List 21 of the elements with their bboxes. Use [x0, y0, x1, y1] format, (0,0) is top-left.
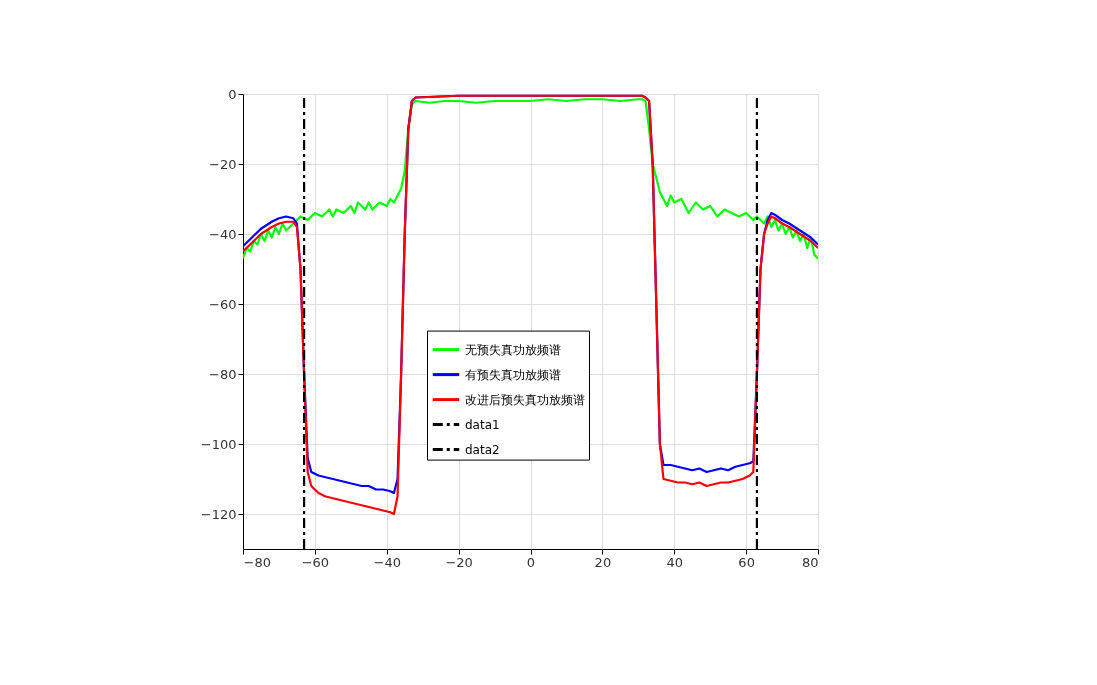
- legend-label: 改进后预失真功放频谱: [465, 392, 585, 407]
- x-tick-label: −40: [373, 554, 401, 570]
- y-tick-label: −80: [209, 366, 237, 382]
- y-tick-label: 0: [228, 86, 237, 102]
- legend-label: data2: [465, 442, 500, 457]
- y-tick-label: −120: [200, 506, 237, 522]
- x-tick-label: 80: [801, 554, 819, 570]
- x-tick-label: 60: [738, 554, 755, 570]
- x-tick-label: 40: [666, 554, 684, 570]
- legend-label: 无预失真功放频谱: [465, 342, 561, 357]
- y-tick-label: −40: [209, 226, 237, 242]
- legend-label: 有预失真功放频谱: [465, 367, 561, 382]
- legend-label: data1: [465, 417, 500, 432]
- x-tick-label: −60: [301, 554, 330, 570]
- x-tick-label: −80: [243, 554, 271, 570]
- x-tick-label: 20: [594, 554, 612, 570]
- y-tick-label: −60: [209, 296, 237, 312]
- y-tick-label: −100: [200, 436, 237, 452]
- x-tick-label: 0: [526, 554, 536, 570]
- y-tick-label: −20: [209, 156, 237, 172]
- x-tick-label: −20: [445, 554, 473, 570]
